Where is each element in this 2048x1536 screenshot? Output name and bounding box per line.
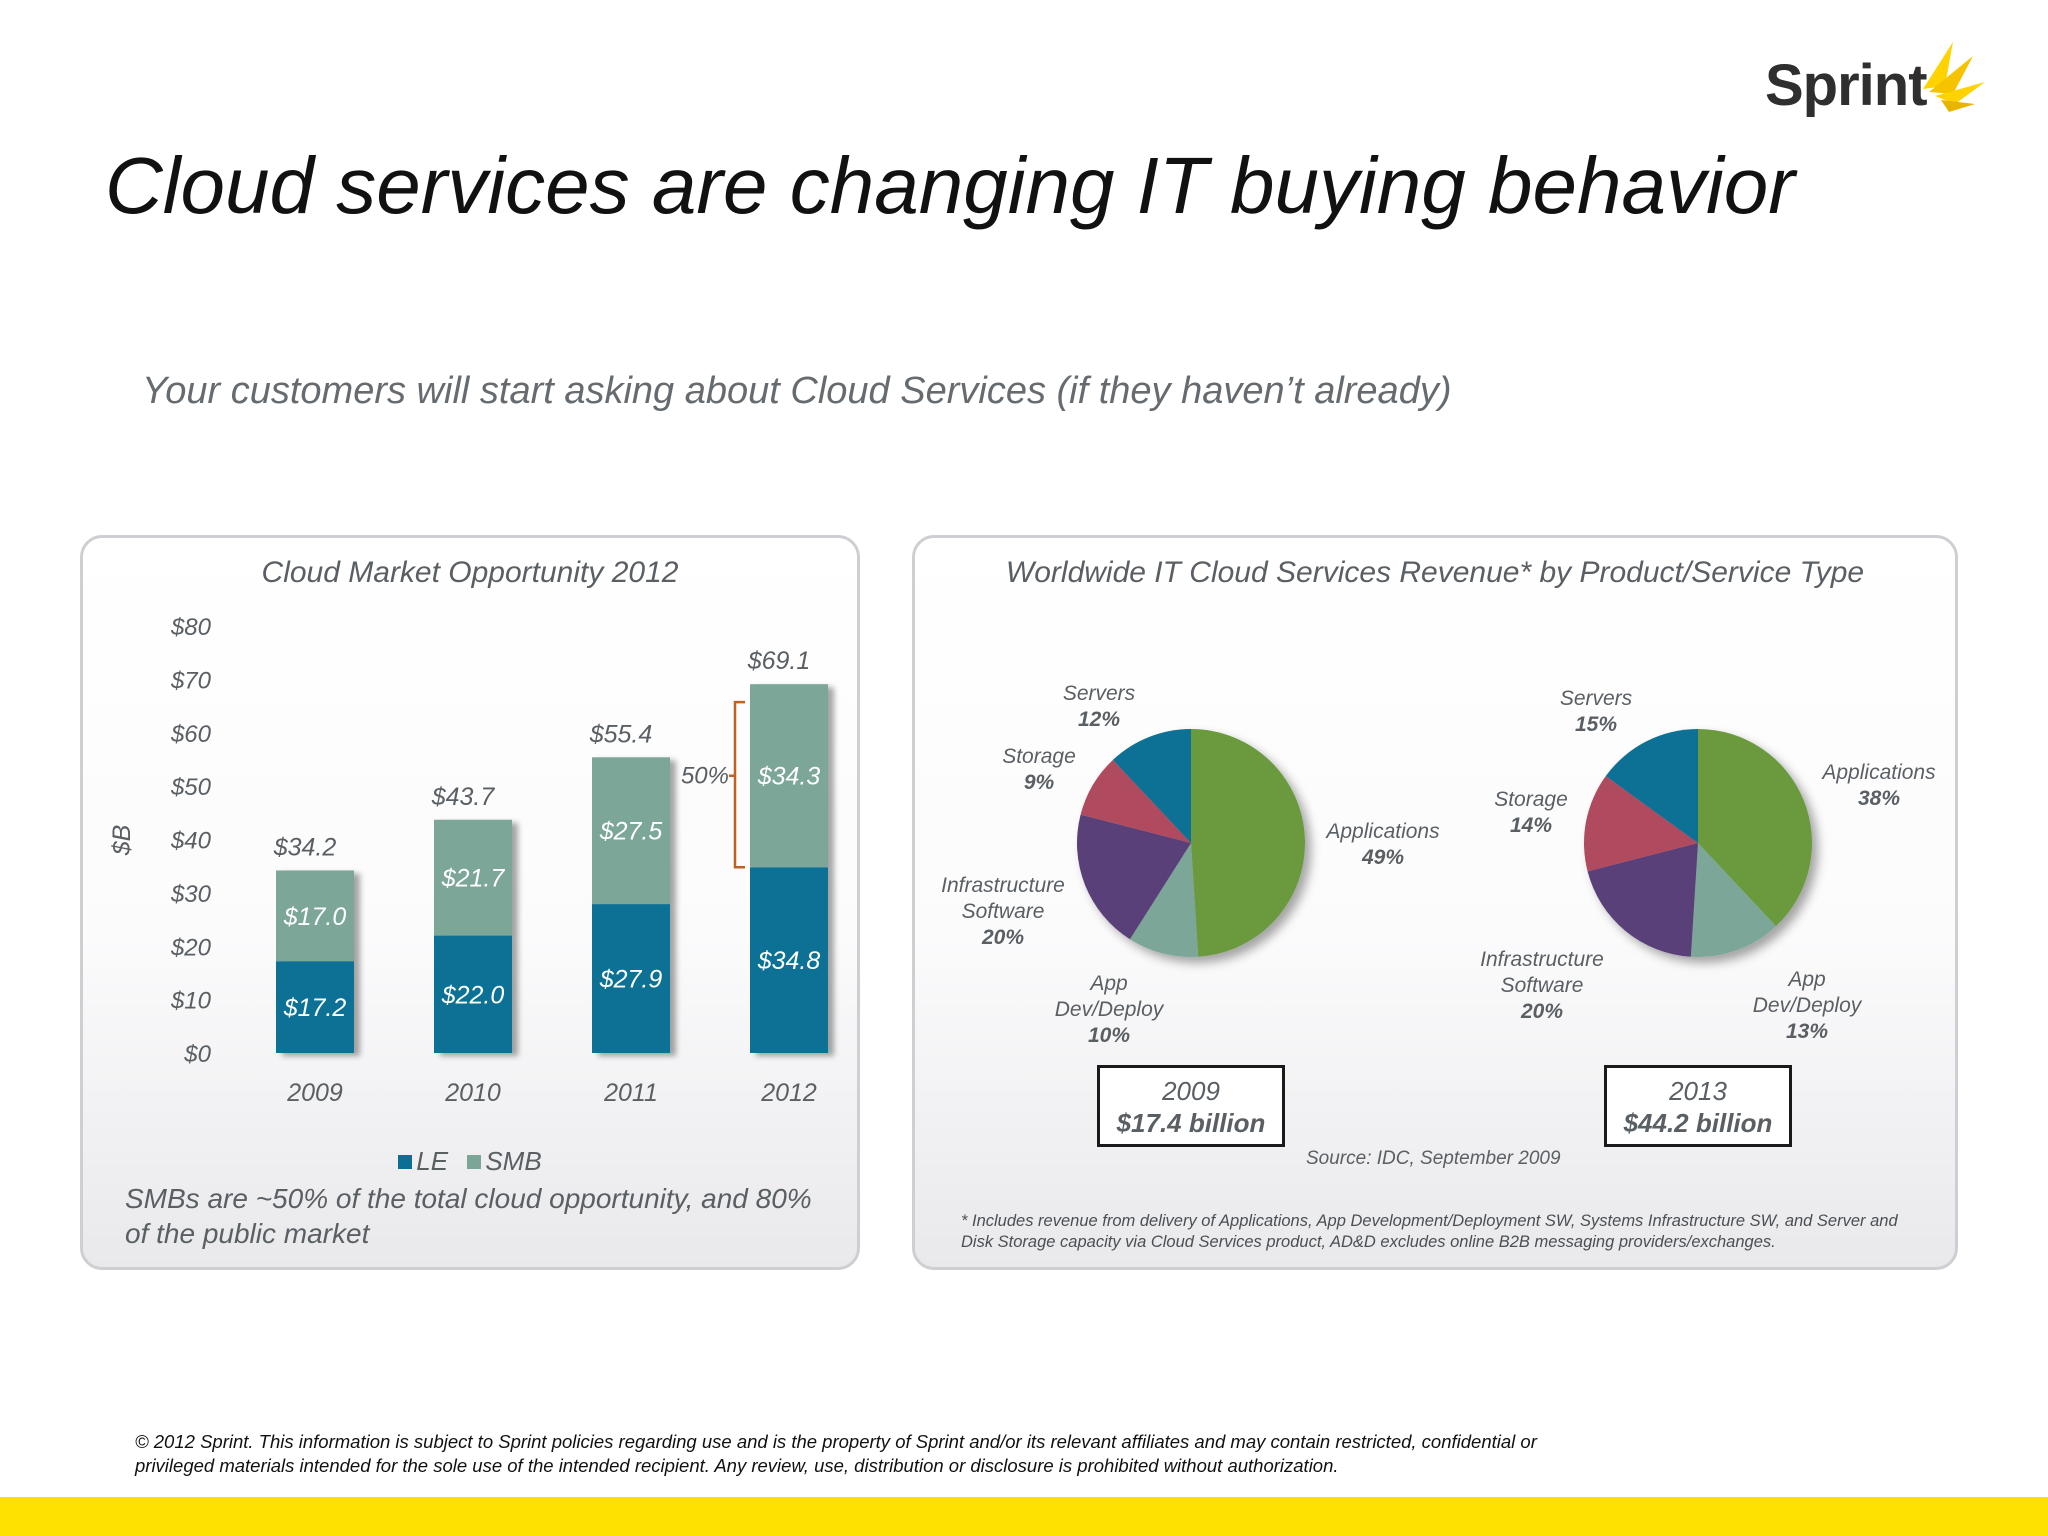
legend-smb: SMB: [467, 1146, 542, 1176]
bar-value-label-le: $27.9: [599, 966, 663, 994]
legend-le-label: LE: [416, 1146, 449, 1176]
cloud-revenue-panel: Worldwide IT Cloud Services Revenue* by …: [912, 535, 1958, 1270]
bar-value-label-smb: $17.0: [283, 903, 347, 931]
cloud-market-panel: Cloud Market Opportunity 2012 $0 $10 $20 $3…: [80, 535, 860, 1270]
bar-value-label-smb: $21.7: [441, 865, 506, 893]
legend-smb-swatch: [467, 1155, 482, 1169]
bar-value-label-smb: $34.3: [757, 763, 821, 791]
bar-stack: [434, 819, 512, 1053]
y-tick-label: $80: [170, 614, 212, 641]
sprint-wing-icon: [1923, 42, 1985, 112]
page-subtitle: Your customers will start asking about C…: [142, 370, 1452, 412]
total-2009-year: 2009: [1162, 1076, 1220, 1106]
total-2013-year: 2013: [1669, 1076, 1727, 1106]
y-tick-label: $10: [170, 988, 212, 1015]
bar-value-label-smb: $27.5: [599, 818, 663, 846]
x-tick-label: 2011: [603, 1079, 658, 1107]
copyright-notice: © 2012 Sprint. This information is subje…: [135, 1431, 1537, 1476]
legend-le-swatch: [398, 1155, 413, 1169]
pie-slice-label: Applications 38%: [1820, 761, 1936, 810]
y-axis-label: $B: [108, 825, 136, 857]
page-title: Cloud services are changing IT buying be…: [105, 141, 1795, 230]
pie-slice: [1587, 843, 1698, 957]
bar-stack: [276, 870, 354, 1053]
bar-legend: LE SMB: [83, 1146, 857, 1177]
source-note: Source: IDC, September 2009: [1306, 1148, 1561, 1169]
bar-segment-smb: [276, 870, 354, 962]
bar-segment-smb: [750, 684, 828, 868]
x-tick-label: 2009: [286, 1079, 343, 1107]
bar-segment-smb: [592, 757, 670, 905]
pie-slice: [1690, 843, 1777, 957]
legend-le: LE: [398, 1146, 448, 1176]
footnote: * Includes revenue from delivery of Appl…: [961, 1212, 1898, 1251]
y-tick-label: $30: [170, 881, 212, 908]
bar-total-label: $69.1: [747, 647, 811, 675]
pie-chart-2013: [1584, 729, 1812, 957]
bracket-annotation: [729, 700, 745, 869]
pie-slice-label: Infrastructure Software 20%: [941, 874, 1065, 949]
y-tick-label: $50: [170, 774, 212, 801]
pie-slice-label: Servers 12%: [1063, 682, 1136, 731]
pie-slice-label: App Dev/Deploy 10%: [1055, 972, 1165, 1047]
bar-total-label: $34.2: [273, 833, 337, 861]
pie-panel-title: Worldwide IT Cloud Services Revenue* by …: [1005, 556, 1865, 589]
bar-stack: [592, 757, 670, 1053]
y-tick-label: $20: [170, 934, 212, 961]
y-tick-label: $0: [183, 1041, 211, 1068]
bar-stack: [750, 684, 828, 1053]
bar-chart-title: Cloud Market Opportunity 2012: [261, 556, 679, 589]
pie-slice: [1080, 759, 1191, 843]
pie-slice: [1584, 775, 1698, 872]
pie-slice: [1129, 843, 1199, 957]
bar-segment-le: [434, 935, 512, 1053]
pie-charts: Applications 49% App Dev/Deploy 10% Infrastru…: [941, 682, 1936, 1047]
bar-chart: $0 $10 $20 $30 $40 $50 $60 $70 $80 $B $17.2 $17.0 $3…: [108, 614, 828, 1107]
pie-slice: [1191, 729, 1306, 957]
total-box-2013: 2013 $44.2 billion: [1604, 1065, 1792, 1147]
footer-bar: [0, 1497, 2048, 1536]
bar-segment-le: [750, 867, 828, 1053]
total-2009-amount: $17.4 billion: [1116, 1108, 1266, 1138]
y-tick-label: $70: [170, 667, 212, 694]
pie-slice: [1698, 729, 1812, 927]
sprint-logo: Sprint: [1765, 30, 1995, 130]
y-tick-label: $40: [170, 828, 212, 855]
bar-value-label-le: $34.8: [757, 947, 821, 975]
x-tick-label: 2010: [444, 1079, 501, 1107]
bar-segment-le: [276, 961, 354, 1053]
pie-chart-2009: [1077, 729, 1306, 957]
bar-value-label-le: $17.2: [283, 994, 347, 1022]
pie-slice: [1605, 729, 1698, 843]
total-2013-amount: $44.2 billion: [1623, 1108, 1773, 1138]
pie-slice-label: Storage 9%: [1002, 745, 1076, 794]
legend-smb-label: SMB: [485, 1146, 542, 1176]
pie-slice-label: Storage 14%: [1494, 788, 1568, 837]
bar-value-label-le: $22.0: [441, 981, 505, 1009]
bar-total-label: $43.7: [431, 783, 496, 811]
bar-segment-le: [592, 904, 670, 1053]
pie-slice: [1112, 729, 1191, 843]
pie-slice-label: Servers 15%: [1560, 687, 1633, 736]
bracket-annotation-label: 50%: [681, 763, 729, 790]
pie-slice: [1077, 814, 1191, 940]
x-tick-label: 2012: [760, 1079, 817, 1107]
pie-slice-label: App Dev/Deploy 13%: [1753, 968, 1863, 1043]
total-box-2009: 2009 $17.4 billion: [1097, 1065, 1285, 1147]
smb-note: SMBs are ~50% of the total cloud opportu…: [125, 1183, 812, 1249]
logo-wordmark: Sprint: [1765, 53, 1928, 118]
pie-slice-label: Infrastructure Software 20%: [1480, 948, 1604, 1023]
bar-segment-smb: [434, 819, 512, 936]
y-tick-label: $60: [170, 721, 212, 748]
bar-total-label: $55.4: [589, 720, 653, 748]
pie-slice-label: Applications 49%: [1324, 820, 1440, 869]
